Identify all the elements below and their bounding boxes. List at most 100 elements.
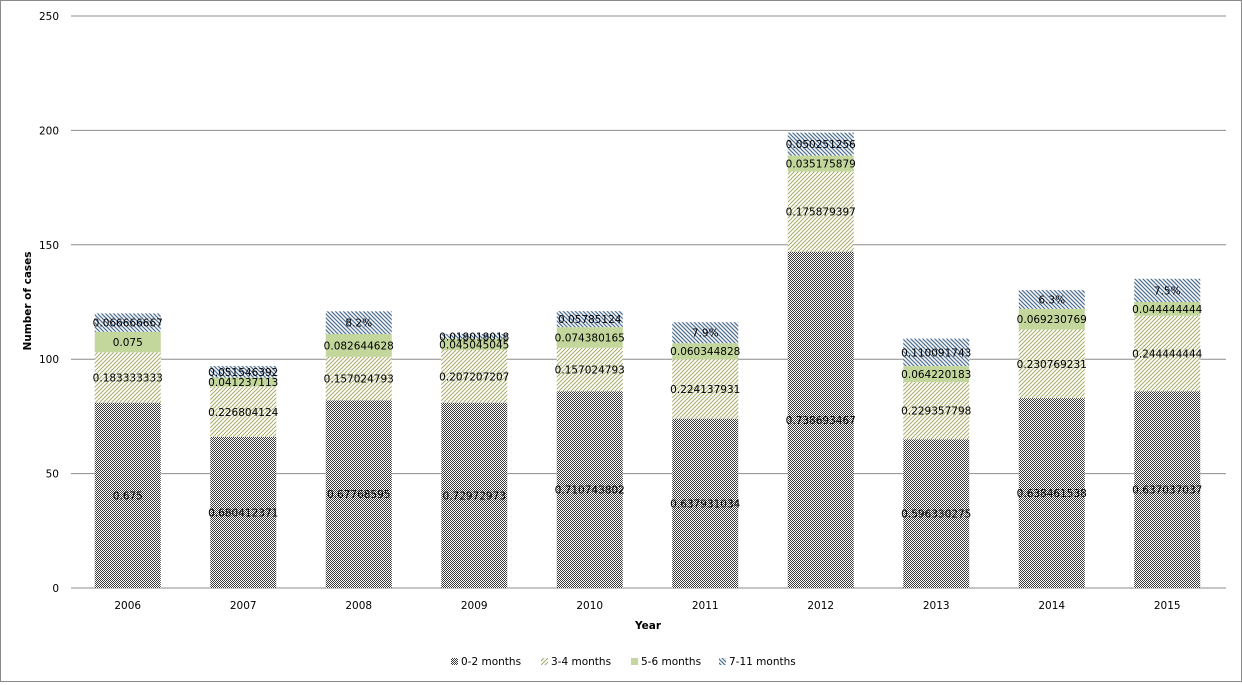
legend-swatch — [451, 658, 458, 665]
bar-segment-5-6-months — [787, 155, 854, 172]
bar-segment-5-6-months — [94, 331, 161, 353]
bars: 0.675 0.183333333 0.075 0.066666667 0.680412… — [93, 132, 1203, 588]
x-tick-label: 2009 — [461, 600, 488, 612]
data-label: 0.638461538 — [1017, 488, 1087, 500]
bar-segment-3-4-months — [903, 382, 970, 440]
y-tick-label: 200 — [39, 125, 59, 137]
x-tick-label: 2006 — [114, 600, 141, 612]
y-tick-label: 100 — [39, 354, 59, 366]
data-label: 0.018018018 — [439, 331, 509, 343]
bar-group-2013: 0.596330275 0.229357798 0.064220183 0.11009… — [901, 338, 971, 588]
bar-segment-5-6-months — [672, 343, 739, 360]
bar-segment-7-11-months — [556, 311, 623, 328]
x-tick-label: 2013 — [923, 600, 950, 612]
data-label: 0.035175879 — [786, 159, 856, 171]
data-label: 0.045045045 — [439, 339, 509, 351]
bar-group-2009: 0.72972973 0.207207207 0.0450450450.018018… — [439, 331, 509, 588]
bar-segment-7-11-months — [210, 366, 277, 378]
legend-item-7-11-months: 7-11 months — [719, 656, 796, 668]
data-label: 0.157024793 — [324, 374, 394, 386]
bar-segment-0-2-months — [1018, 398, 1085, 588]
legend-item-0-2-months: 0-2 months — [451, 656, 521, 668]
data-label: 0.596330275 — [901, 509, 971, 521]
x-tick-label: 2012 — [807, 600, 834, 612]
data-label: 0.066666667 — [93, 318, 163, 330]
bar-segment-0-2-months — [94, 402, 161, 588]
data-label: 0.183333333 — [93, 373, 163, 385]
bar-segment-3-4-months — [672, 359, 739, 419]
bar-segment-5-6-months — [441, 338, 508, 351]
bar-segment-0-2-months — [672, 418, 739, 588]
bar-group-2007: 0.680412371 0.226804124 0.0412371130.05154… — [208, 366, 279, 588]
bar-segment-7-11-months — [1018, 290, 1085, 309]
y-axis: 0 50 100 150 200 250 — [39, 11, 59, 595]
bar-segment-3-4-months — [210, 386, 277, 437]
bar-segment-0-2-months — [325, 400, 392, 588]
data-label: 0.226804124 — [208, 407, 278, 419]
legend-swatch — [541, 658, 548, 665]
bar-group-2012: 0.738693467 0.175879397 0.035175879 0.05025… — [786, 132, 856, 588]
y-axis-title: Number of cases — [22, 251, 34, 350]
bar-segment-3-4-months — [556, 347, 623, 392]
bar-segment-7-11-months — [1134, 278, 1201, 302]
data-label: 0.044444444 — [1132, 304, 1202, 316]
data-label: 0.67768595 — [327, 489, 390, 501]
legend-item-3-4-months: 3-4 months — [541, 656, 611, 668]
x-axis-title: Year — [634, 620, 662, 632]
bar-segment-7-11-months — [787, 132, 854, 156]
y-tick-label: 50 — [46, 469, 59, 481]
bar-segment-5-6-months — [556, 327, 623, 348]
bar-group-2014: 0.638461538 0.230769231 0.069230769 6.3% — [1017, 290, 1087, 588]
data-label: 7.9% — [692, 328, 719, 340]
x-tick-label: 2011 — [692, 600, 719, 612]
bar-segment-5-6-months — [210, 377, 277, 387]
data-label: 0.060344828 — [670, 346, 740, 358]
x-tick-label: 2008 — [345, 600, 372, 612]
legend-label: 5-6 months — [641, 656, 701, 668]
bar-segment-0-2-months — [787, 251, 854, 588]
data-label: 0.224137931 — [670, 384, 740, 396]
bar-segment-5-6-months — [1018, 308, 1085, 330]
data-label: 0.051546392 — [208, 367, 278, 379]
x-tick-label: 2007 — [230, 600, 257, 612]
data-label: 0.074380165 — [555, 332, 625, 344]
data-label: 0.110091743 — [901, 347, 971, 359]
bar-segment-7-11-months — [903, 338, 970, 367]
bar-segment-0-2-months — [1134, 391, 1201, 588]
legend: 0-2 months 3-4 months 5-6 months 7-11 month… — [451, 656, 796, 668]
bar-group-2015: 0.637037037 0.244444444 0.044444444 7.5% — [1132, 278, 1203, 588]
legend-swatch — [631, 658, 638, 665]
x-tick-label: 2015 — [1154, 600, 1181, 612]
bar-segment-5-6-months — [1134, 302, 1201, 316]
data-label: 0.069230769 — [1017, 314, 1087, 326]
legend-swatch — [719, 658, 726, 665]
bar-segment-3-4-months — [1134, 315, 1201, 392]
bar-segment-5-6-months — [325, 334, 392, 357]
bar-segment-3-4-months — [94, 352, 161, 403]
legend-label: 3-4 months — [551, 656, 611, 668]
bar-segment-7-11-months — [441, 334, 508, 339]
data-label: 0.244444444 — [1132, 348, 1202, 360]
data-label: 0.637931034 — [670, 498, 740, 510]
bar-group-2011: 0.637931034 0.224137931 0.060344828 7.9% — [670, 322, 741, 588]
data-label: 0.675 — [113, 490, 143, 502]
y-tick-label: 0 — [52, 583, 59, 595]
bar-segment-7-11-months — [672, 322, 739, 344]
data-label: 0.637037037 — [1132, 485, 1202, 497]
y-tick-label: 150 — [39, 240, 59, 252]
bar-segment-5-6-months — [903, 366, 970, 383]
data-label: 0.680412371 — [208, 507, 278, 519]
data-label: 6.3% — [1038, 294, 1065, 306]
bar-group-2006: 0.675 0.183333333 0.075 0.066666667 — [93, 313, 163, 588]
data-label: 7.5% — [1154, 285, 1181, 297]
data-label: 0.710743802 — [555, 485, 625, 497]
data-label: 0.230769231 — [1017, 359, 1087, 371]
data-label: 0.064220183 — [901, 369, 971, 381]
bar-segment-3-4-months — [1018, 329, 1085, 399]
bar-segment-0-2-months — [903, 439, 970, 588]
data-label: 8.2% — [345, 318, 372, 330]
data-label: 0.207207207 — [439, 371, 509, 383]
bar-segment-3-4-months — [325, 356, 392, 401]
data-label: 0.175879397 — [786, 207, 856, 219]
